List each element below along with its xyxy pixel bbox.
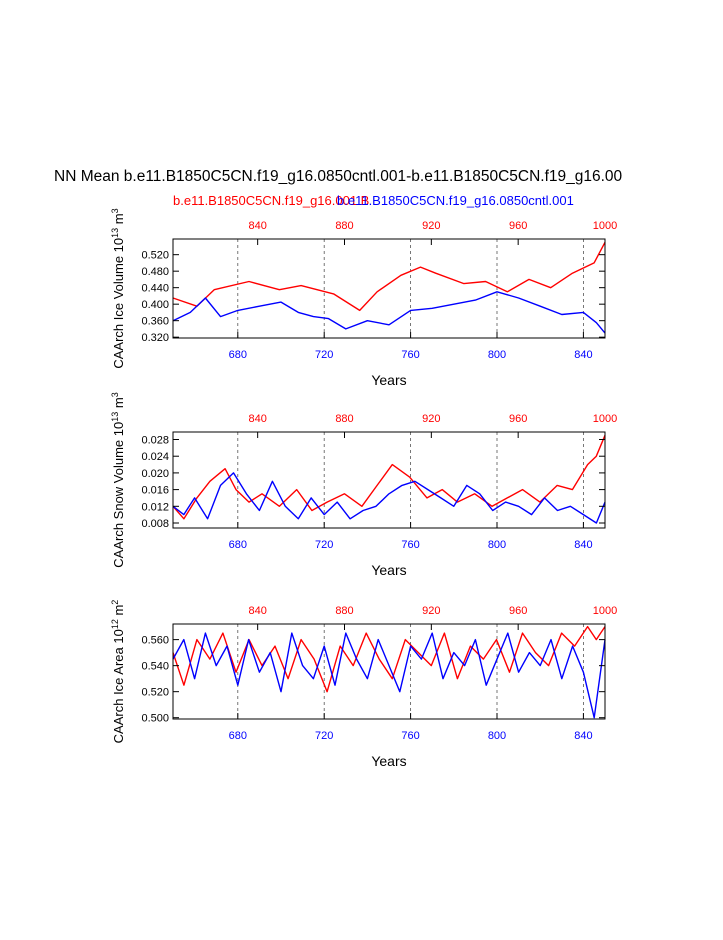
x-tick-label-bottom: 720	[315, 730, 333, 742]
x-tick-label-bottom: 680	[229, 349, 247, 361]
y-tick-label: 0.560	[141, 635, 169, 647]
y-tick-label: 0.012	[141, 501, 169, 513]
y-tick-label: 0.028	[141, 435, 169, 447]
subtitle-red: b.e11.B1850C5CN.f19_g16.001 B	[173, 193, 369, 208]
x-tick-label-bottom: 720	[315, 349, 333, 361]
x-tick-label-top: 920	[422, 605, 440, 617]
x-axis-label: Years	[371, 562, 406, 578]
x-tick-label-bottom: 800	[488, 539, 506, 551]
x-tick-label-bottom: 840	[574, 539, 592, 551]
x-tick-label-top: 1000	[593, 413, 617, 425]
x-tick-label-bottom: 680	[229, 730, 247, 742]
y-axis-label: CAArch Ice Area 1012 m2	[110, 600, 126, 744]
series-line-red	[172, 625, 606, 693]
x-tick-label-top: 840	[248, 220, 266, 232]
x-tick-label-top: 920	[422, 220, 440, 232]
y-tick-label: 0.500	[141, 713, 169, 725]
figure-title: NN Mean b.e11.B1850C5CN.f19_g16.0850cntl…	[54, 168, 623, 185]
y-axis-label: CAArch Ice Volume 1013 m3	[110, 208, 126, 368]
y-tick-label: 0.520	[141, 687, 169, 699]
x-tick-label-bottom: 760	[401, 349, 419, 361]
x-tick-label-bottom: 800	[488, 349, 506, 361]
plot-frame	[172, 623, 606, 720]
x-tick-label-bottom: 720	[315, 539, 333, 551]
plot-frame	[172, 238, 606, 339]
series-line-blue	[172, 632, 606, 719]
x-tick-label-top: 960	[509, 605, 527, 617]
series-line-blue	[172, 472, 606, 524]
y-tick-label: 0.520	[141, 250, 169, 262]
y-tick-label: 0.016	[141, 485, 169, 497]
panel-ice-volume: 0.320 0.360 0.400 0.440 0.480 0.520 680 720 760 8…	[110, 208, 617, 388]
x-tick-label-top: 960	[509, 413, 527, 425]
y-tick-label: 0.540	[141, 661, 169, 673]
x-tick-label-top: 920	[422, 413, 440, 425]
x-tick-label-top: 960	[509, 220, 527, 232]
x-tick-label-top: 840	[248, 413, 266, 425]
x-tick-label-bottom: 760	[401, 730, 419, 742]
x-axis-label: Years	[371, 753, 406, 769]
y-tick-label: 0.480	[141, 266, 169, 278]
x-axis-label: Years	[371, 372, 406, 388]
y-tick-label: 0.020	[141, 468, 169, 480]
x-tick-label-top: 1000	[593, 605, 617, 617]
y-tick-label: 0.360	[141, 316, 169, 328]
y-tick-label: 0.400	[141, 299, 169, 311]
subtitle-blue: b.e11.B1850C5CN.f19_g16.0850cntl.001	[337, 193, 574, 208]
panel-snow-volume: 0.008 0.012 0.016 0.020 0.024 0.028 680 720 760 8…	[110, 392, 617, 578]
x-tick-label-top: 840	[248, 605, 266, 617]
x-tick-label-bottom: 840	[574, 349, 592, 361]
y-tick-label: 0.320	[141, 332, 169, 344]
x-tick-label-top: 880	[335, 605, 353, 617]
x-tick-label-top: 880	[335, 413, 353, 425]
series-line-red	[172, 241, 606, 312]
y-tick-label: 0.440	[141, 283, 169, 295]
x-tick-label-bottom: 800	[488, 730, 506, 742]
panel-ice-area: 0.500 0.520 0.540 0.560 680 720 760 800 840 840 88…	[110, 600, 617, 769]
x-tick-label-bottom: 760	[401, 539, 419, 551]
plot-frame	[172, 431, 606, 529]
y-tick-label: 0.008	[141, 518, 169, 530]
y-axis-label: CAArch Snow Volume 1013 m3	[110, 392, 126, 567]
series-line-blue	[172, 291, 606, 334]
x-tick-label-top: 1000	[593, 220, 617, 232]
x-tick-label-bottom: 680	[229, 539, 247, 551]
y-tick-label: 0.024	[141, 451, 169, 463]
x-tick-label-bottom: 840	[574, 730, 592, 742]
x-tick-label-top: 880	[335, 220, 353, 232]
